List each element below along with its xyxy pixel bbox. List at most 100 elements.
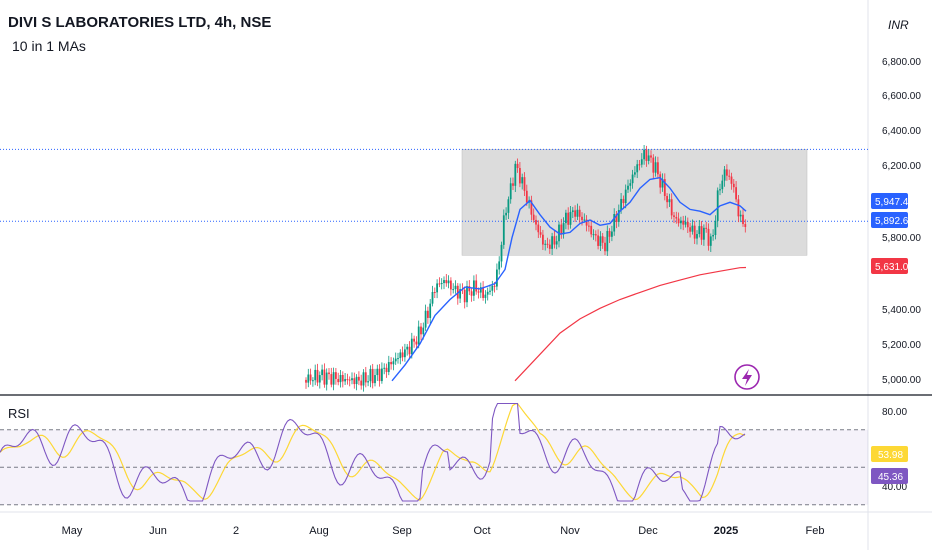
candle[interactable] bbox=[321, 369, 323, 376]
candle[interactable] bbox=[305, 379, 307, 383]
candle[interactable] bbox=[502, 215, 505, 245]
candle[interactable] bbox=[691, 225, 694, 232]
candle[interactable] bbox=[523, 177, 526, 191]
candle[interactable] bbox=[604, 242, 606, 252]
candle[interactable] bbox=[371, 368, 374, 384]
candle[interactable] bbox=[597, 235, 599, 246]
candle[interactable] bbox=[330, 374, 333, 385]
candle[interactable] bbox=[328, 372, 330, 375]
rsi-value-tag[interactable] bbox=[871, 446, 908, 462]
candle[interactable] bbox=[719, 189, 721, 191]
candle[interactable] bbox=[615, 214, 618, 222]
candle[interactable] bbox=[599, 236, 602, 246]
candle[interactable] bbox=[427, 310, 429, 318]
candle[interactable] bbox=[309, 374, 312, 381]
candle[interactable] bbox=[677, 218, 680, 224]
candle[interactable] bbox=[551, 236, 553, 249]
candle[interactable] bbox=[650, 155, 652, 158]
rsi-pane-label[interactable]: RSI bbox=[8, 406, 30, 421]
candle[interactable] bbox=[401, 352, 404, 358]
candle[interactable] bbox=[585, 219, 588, 226]
candle[interactable] bbox=[454, 285, 457, 290]
candle[interactable] bbox=[410, 338, 413, 355]
candle[interactable] bbox=[374, 375, 376, 384]
candle[interactable] bbox=[519, 168, 521, 184]
candle[interactable] bbox=[608, 230, 611, 237]
candle[interactable] bbox=[739, 214, 742, 217]
candle[interactable] bbox=[367, 381, 369, 383]
candle[interactable] bbox=[675, 216, 678, 219]
candle[interactable] bbox=[698, 226, 701, 235]
rsi-moving-average[interactable] bbox=[0, 402, 746, 501]
candle[interactable] bbox=[376, 368, 379, 376]
candle[interactable] bbox=[590, 225, 593, 235]
candle[interactable] bbox=[346, 379, 349, 381]
candle[interactable] bbox=[726, 169, 728, 176]
candle[interactable] bbox=[537, 224, 540, 233]
candle[interactable] bbox=[516, 163, 519, 169]
candle[interactable] bbox=[399, 352, 402, 359]
candle[interactable] bbox=[548, 244, 551, 249]
candle[interactable] bbox=[505, 212, 507, 216]
candle[interactable] bbox=[514, 163, 517, 186]
candle[interactable] bbox=[332, 372, 335, 385]
candle[interactable] bbox=[712, 235, 714, 237]
candle[interactable] bbox=[562, 223, 565, 235]
candle[interactable] bbox=[404, 349, 406, 358]
candle[interactable] bbox=[417, 326, 420, 345]
candle[interactable] bbox=[468, 286, 471, 292]
candle[interactable] bbox=[413, 338, 415, 342]
candle[interactable] bbox=[364, 372, 367, 383]
candle[interactable] bbox=[447, 280, 450, 284]
candle[interactable] bbox=[459, 289, 461, 299]
candle[interactable] bbox=[539, 232, 542, 235]
candle[interactable] bbox=[509, 183, 512, 200]
candle[interactable] bbox=[470, 291, 473, 296]
candle[interactable] bbox=[445, 280, 448, 284]
candle[interactable] bbox=[530, 200, 533, 215]
candle[interactable] bbox=[397, 358, 399, 360]
candle[interactable] bbox=[705, 227, 708, 229]
candle[interactable] bbox=[369, 368, 372, 382]
candle[interactable] bbox=[351, 378, 353, 381]
candle[interactable] bbox=[440, 283, 443, 285]
candle[interactable] bbox=[353, 378, 356, 385]
candle[interactable] bbox=[700, 226, 703, 240]
candle[interactable] bbox=[560, 224, 563, 235]
candle[interactable] bbox=[507, 199, 510, 213]
currency-label[interactable]: INR bbox=[888, 18, 909, 32]
candle[interactable] bbox=[482, 287, 484, 298]
candle[interactable] bbox=[433, 292, 436, 294]
candle[interactable] bbox=[477, 291, 480, 293]
candle[interactable] bbox=[535, 219, 537, 225]
candle[interactable] bbox=[728, 175, 731, 177]
candle[interactable] bbox=[307, 374, 310, 383]
candle[interactable] bbox=[491, 285, 494, 291]
candle[interactable] bbox=[601, 236, 604, 243]
candle[interactable] bbox=[709, 236, 712, 246]
candle[interactable] bbox=[620, 198, 622, 210]
candle[interactable] bbox=[673, 215, 675, 217]
candle[interactable] bbox=[479, 287, 482, 293]
candle[interactable] bbox=[544, 243, 547, 245]
candle[interactable] bbox=[383, 367, 386, 369]
candle[interactable] bbox=[312, 380, 314, 382]
candle[interactable] bbox=[318, 375, 321, 383]
candle[interactable] bbox=[553, 236, 556, 245]
candle[interactable] bbox=[624, 189, 627, 204]
candle[interactable] bbox=[647, 155, 650, 161]
candle[interactable] bbox=[420, 326, 422, 335]
candle[interactable] bbox=[496, 269, 498, 287]
candle[interactable] bbox=[408, 346, 411, 355]
candle[interactable] bbox=[716, 190, 719, 222]
candle[interactable] bbox=[703, 227, 705, 240]
candle[interactable] bbox=[390, 362, 392, 365]
moving-average-fast[interactable] bbox=[391, 176, 747, 382]
candle[interactable] bbox=[684, 221, 687, 225]
candle[interactable] bbox=[622, 198, 625, 204]
candle[interactable] bbox=[542, 234, 544, 245]
candle[interactable] bbox=[555, 241, 558, 245]
candle[interactable] bbox=[438, 283, 441, 285]
candle[interactable] bbox=[613, 214, 616, 232]
